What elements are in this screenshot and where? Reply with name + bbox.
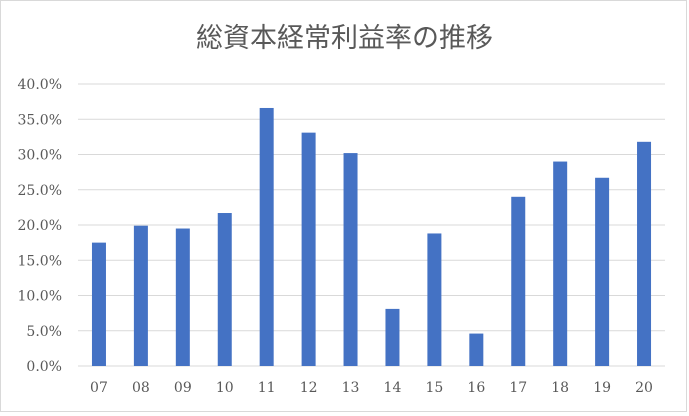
y-tick-label: 35.0% <box>18 112 62 128</box>
gridlines <box>78 83 665 367</box>
bar-15 <box>427 233 442 366</box>
y-axis-ticks: 0.0% 5.0% 10.0% 15.0% 20.0% 25.0% 30.0% 35.0% 40… <box>18 77 62 375</box>
chart-title: 総資本経常利益率の推移 <box>196 23 493 54</box>
x-tick-label: 11 <box>258 380 276 396</box>
x-tick-label: 12 <box>300 380 318 396</box>
bar-19 <box>595 177 610 366</box>
y-tick-label: 20.0% <box>18 218 62 234</box>
x-tick-label: 07 <box>90 380 108 396</box>
y-tick-label: 15.0% <box>18 253 62 269</box>
y-tick-label: 10.0% <box>18 289 62 305</box>
y-tick-label: 30.0% <box>18 148 62 164</box>
x-tick-label: 18 <box>551 380 569 396</box>
x-tick-label: 19 <box>593 380 611 396</box>
bar-17 <box>511 196 526 366</box>
bar-08 <box>133 225 148 366</box>
bar-10 <box>217 213 232 366</box>
bar-18 <box>553 161 568 366</box>
x-tick-label: 14 <box>384 380 402 396</box>
bar-12 <box>301 132 316 366</box>
bar-13 <box>343 153 358 366</box>
bar-11 <box>259 107 274 366</box>
x-tick-label: 08 <box>132 380 150 396</box>
y-tick-label: 5.0% <box>26 324 62 340</box>
bar-09 <box>175 228 190 366</box>
bar-07 <box>91 242 106 366</box>
bar-16 <box>469 333 484 366</box>
bars <box>91 107 652 366</box>
bar-20 <box>637 141 652 366</box>
x-tick-label: 20 <box>635 380 653 396</box>
y-tick-label: 40.0% <box>18 77 62 93</box>
x-tick-label: 15 <box>425 380 443 396</box>
y-tick-label: 0.0% <box>26 359 62 375</box>
y-tick-label: 25.0% <box>18 183 62 199</box>
x-tick-label: 16 <box>467 380 485 396</box>
x-tick-label: 17 <box>509 380 527 396</box>
x-tick-label: 10 <box>216 380 234 396</box>
bar-14 <box>385 308 400 366</box>
x-axis-ticks: 07 08 09 10 11 12 13 14 15 16 17 18 19 20 <box>90 380 653 396</box>
x-tick-label: 13 <box>342 380 360 396</box>
x-tick-label: 09 <box>174 380 192 396</box>
